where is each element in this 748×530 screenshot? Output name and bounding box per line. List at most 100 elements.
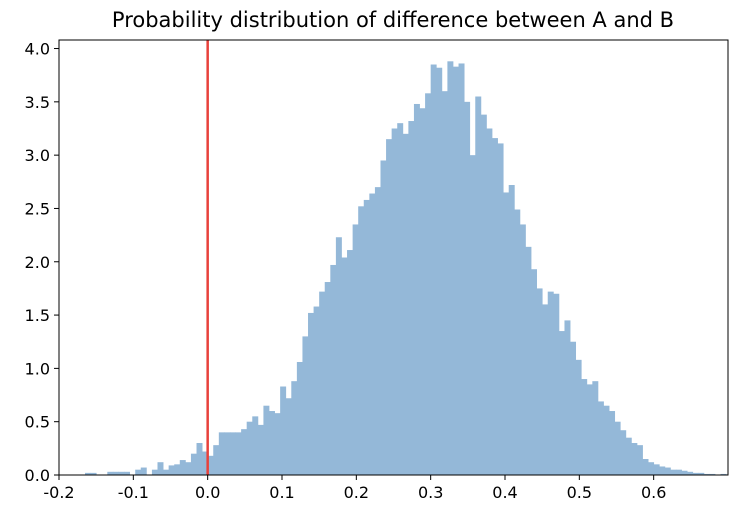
y-tick-label: 4.0 xyxy=(25,40,50,59)
histogram-bar xyxy=(675,469,682,475)
histogram-bar xyxy=(519,224,526,475)
histogram-bar xyxy=(207,455,214,475)
histogram-bar xyxy=(430,64,437,476)
histogram-bar xyxy=(107,471,114,475)
histogram-bar xyxy=(386,139,393,475)
histogram-bar xyxy=(491,138,498,475)
histogram-bar xyxy=(620,430,627,475)
histogram-bar xyxy=(363,199,370,475)
histogram-bar xyxy=(374,187,381,475)
histogram-bar xyxy=(257,424,264,475)
histogram-bar xyxy=(302,336,309,475)
histogram-bar xyxy=(542,304,549,475)
y-tick-label: 2.5 xyxy=(25,199,50,218)
histogram-bar xyxy=(486,128,493,476)
x-tick-label: -0.2 xyxy=(43,483,74,502)
histogram-bar xyxy=(436,67,443,475)
histogram-bar xyxy=(285,398,292,475)
histogram-bar xyxy=(581,379,588,475)
histogram-bar xyxy=(447,61,454,475)
x-tick-label: 0.0 xyxy=(195,483,220,502)
x-tick-label: 0.6 xyxy=(641,483,666,502)
histogram-bar xyxy=(653,464,660,475)
y-tick-label: 1.0 xyxy=(25,359,50,378)
x-axis-ticks: -0.2 -0.1 0.0 0.1 0.2 0.3 0.4 0.5 0.6 xyxy=(43,475,666,502)
histogram-bar xyxy=(536,288,543,475)
chart-title: Probability distribution of difference b… xyxy=(112,8,674,32)
histogram-bar xyxy=(464,101,471,475)
histogram-bar xyxy=(603,405,610,475)
histogram-bar xyxy=(531,269,537,475)
histogram-bar xyxy=(547,291,554,475)
histogram-bar xyxy=(335,237,342,475)
histogram-bar xyxy=(235,432,242,475)
histogram-bar xyxy=(720,473,727,475)
histogram-bar xyxy=(636,445,643,475)
histogram-bar xyxy=(698,472,705,475)
histogram-bar xyxy=(508,185,515,475)
histogram-bar xyxy=(369,193,376,475)
histogram-bar xyxy=(202,451,209,475)
histogram-bar xyxy=(90,472,97,475)
y-tick-label: 3.0 xyxy=(25,146,50,165)
histogram-bar xyxy=(408,121,415,475)
y-tick-label: 1.5 xyxy=(25,306,50,325)
histogram-bars xyxy=(85,61,727,476)
histogram-bar xyxy=(324,282,331,475)
histogram-bar xyxy=(112,471,119,475)
histogram-bar xyxy=(703,473,710,475)
histogram-bar xyxy=(124,471,131,475)
histogram-bar xyxy=(692,472,699,475)
histogram-bar xyxy=(263,405,270,475)
histogram-bar xyxy=(252,416,259,475)
x-tick-label: 0.3 xyxy=(418,483,443,502)
histogram-bar xyxy=(313,306,320,475)
histogram-bar xyxy=(631,443,638,475)
histogram-bar xyxy=(246,421,253,475)
histogram-bar xyxy=(441,91,448,476)
histogram-bar xyxy=(268,411,275,475)
histogram-bar xyxy=(190,453,197,475)
histogram-bar xyxy=(280,386,287,475)
histogram-bar xyxy=(625,437,632,475)
histogram-bar xyxy=(597,401,604,475)
histogram-bar xyxy=(564,320,571,475)
histogram-bar xyxy=(458,63,465,476)
histogram-bar xyxy=(397,123,404,475)
plot-frame xyxy=(58,39,729,476)
histogram-bar xyxy=(196,443,203,475)
histogram-bar xyxy=(687,471,694,475)
histogram-bar xyxy=(503,192,510,475)
histogram-bar xyxy=(140,467,147,475)
histogram-bar xyxy=(670,469,677,475)
histogram-bar xyxy=(514,209,521,475)
histogram-bar xyxy=(241,429,248,475)
x-tick-label: 0.2 xyxy=(344,483,369,502)
x-tick-label: -0.1 xyxy=(118,483,149,502)
histogram-bar xyxy=(480,114,487,475)
histogram-bar xyxy=(151,469,158,475)
histogram-bar xyxy=(380,160,387,476)
histogram-bar xyxy=(157,462,164,475)
histogram-bar xyxy=(358,206,365,475)
histogram-bar xyxy=(413,103,420,475)
histogram-bar xyxy=(419,108,426,476)
histogram-bar xyxy=(425,93,432,475)
histogram-bar xyxy=(575,359,582,475)
histogram-bar xyxy=(642,459,649,475)
histogram-bar xyxy=(475,96,482,475)
histogram-bar xyxy=(681,470,688,475)
histogram-bar xyxy=(229,432,236,475)
y-tick-label: 0.0 xyxy=(25,466,50,485)
histogram-bar xyxy=(664,467,671,475)
histogram-bar xyxy=(614,421,621,475)
histogram-bar xyxy=(85,472,91,475)
histogram-bar xyxy=(224,432,231,475)
histogram-bar xyxy=(319,291,326,475)
x-tick-label: 0.5 xyxy=(567,483,592,502)
histogram-bar xyxy=(648,462,655,475)
histogram-bar xyxy=(402,133,409,475)
histogram-bar xyxy=(185,462,192,475)
histogram-bar xyxy=(218,432,225,475)
